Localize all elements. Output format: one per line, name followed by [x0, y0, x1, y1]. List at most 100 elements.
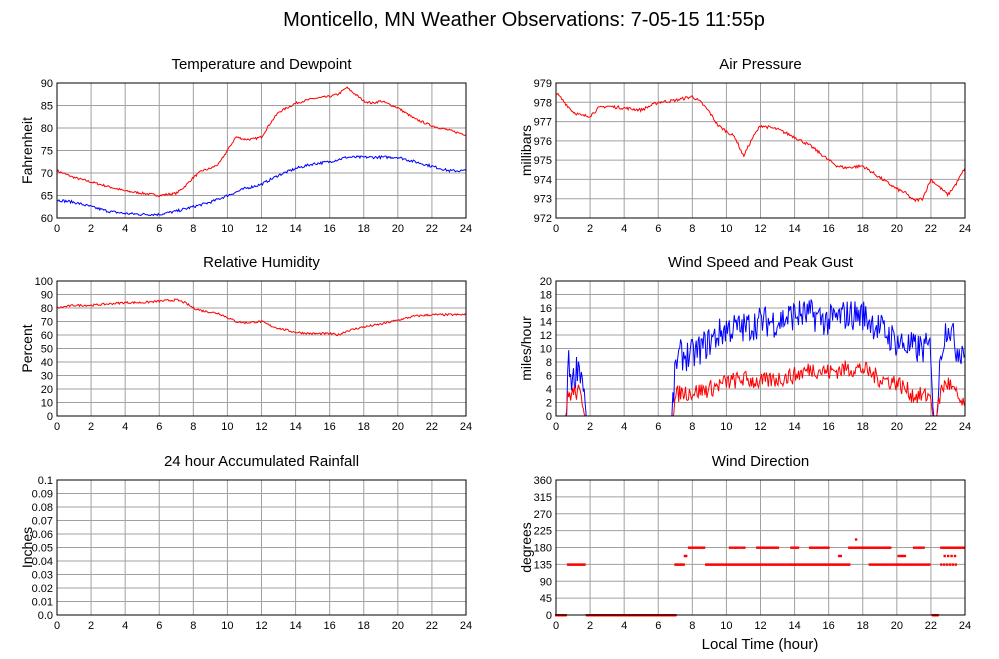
- direction-point: [941, 546, 945, 549]
- direction-point: [946, 546, 949, 549]
- direction-point: [765, 546, 768, 549]
- direction-point: [809, 563, 813, 566]
- direction-point: [882, 546, 885, 549]
- y-tick-label: 225: [534, 526, 552, 538]
- direction-point: [720, 563, 723, 566]
- y-tick-label: 18: [540, 290, 552, 302]
- x-tick-label: 2: [587, 223, 593, 235]
- direction-point: [788, 563, 791, 566]
- direction-point: [897, 563, 900, 566]
- direction-point: [705, 563, 708, 566]
- direction-point: [679, 563, 683, 566]
- direction-point: [799, 563, 802, 566]
- direction-point: [924, 563, 928, 566]
- direction-point: [880, 563, 883, 566]
- x-tick-label: 12: [754, 223, 766, 235]
- direction-point: [926, 563, 929, 566]
- direction-point: [689, 546, 693, 549]
- y-tick-label: 75: [41, 146, 53, 158]
- direction-point: [781, 563, 785, 566]
- direction-point: [678, 563, 681, 566]
- direction-point: [763, 563, 766, 566]
- direction-point: [731, 563, 734, 566]
- direction-point: [837, 554, 841, 558]
- y-tick-label: 978: [534, 97, 552, 109]
- x-tick-label: 16: [823, 223, 835, 235]
- y-tick-label: 90: [41, 290, 53, 302]
- direction-point: [811, 546, 814, 549]
- direction-point: [761, 563, 765, 566]
- x-tick-label: 6: [156, 223, 162, 235]
- direction-point: [691, 546, 695, 549]
- y-tick-label: 972: [534, 213, 552, 225]
- direction-point: [911, 563, 914, 566]
- direction-point: [835, 563, 839, 566]
- direction-point: [904, 563, 907, 566]
- direction-point: [715, 563, 719, 566]
- x-tick-label: 4: [122, 620, 128, 632]
- direction-point: [769, 563, 772, 566]
- x-tick-label: 18: [358, 421, 370, 433]
- direction-point: [687, 546, 691, 549]
- y-axis-label-wind: miles/hour: [518, 316, 534, 381]
- x-tick-label: 18: [358, 620, 370, 632]
- direction-point: [914, 563, 917, 566]
- direction-point: [712, 563, 715, 566]
- direction-point: [954, 563, 957, 566]
- direction-point: [818, 563, 821, 566]
- direction-point: [897, 554, 900, 558]
- direction-point: [569, 563, 573, 566]
- x-tick-label: 18: [857, 421, 869, 433]
- y-tick-label: 0.06: [32, 529, 53, 541]
- direction-point: [758, 563, 761, 566]
- y-tick-label: 0.0: [38, 610, 53, 622]
- direction-point: [875, 546, 878, 549]
- y-tick-label: 30: [41, 371, 53, 383]
- y-tick-label: 976: [534, 136, 552, 148]
- panel-title-rain: 24 hour Accumulated Rainfall: [164, 453, 359, 470]
- y-tick-label: 20: [540, 276, 552, 288]
- y-tick-label: 0.03: [32, 570, 53, 582]
- series-line-pressure-0: [556, 92, 966, 203]
- direction-point: [868, 546, 871, 549]
- x-tick-label: 22: [426, 620, 438, 632]
- direction-point: [566, 563, 570, 566]
- direction-point: [869, 546, 873, 549]
- direction-point: [921, 563, 924, 566]
- y-tick-label: 973: [534, 194, 552, 206]
- x-tick-label: 0: [54, 223, 60, 235]
- direction-point: [568, 563, 571, 566]
- direction-point: [801, 563, 805, 566]
- x-tick-label: 12: [754, 421, 766, 433]
- x-tick-label: 12: [754, 620, 766, 632]
- direction-point: [757, 563, 760, 566]
- y-tick-label: 979: [534, 78, 552, 90]
- direction-point: [846, 563, 850, 566]
- x-tick-label: 16: [324, 620, 336, 632]
- direction-point: [912, 563, 916, 566]
- y-axis-label-rain: Inches: [19, 527, 35, 568]
- direction-point: [902, 563, 906, 566]
- x-tick-label: 18: [857, 223, 869, 235]
- direction-point: [760, 563, 763, 566]
- direction-point: [889, 546, 892, 549]
- direction-point: [740, 546, 744, 549]
- direction-point: [830, 563, 833, 566]
- direction-point: [805, 563, 809, 566]
- direction-point: [940, 563, 943, 566]
- y-tick-label: 60: [41, 213, 53, 225]
- direction-point: [817, 546, 820, 549]
- direction-point: [873, 563, 877, 566]
- series-line-humidity-0: [56, 298, 467, 337]
- direction-point: [945, 563, 949, 566]
- direction-point: [784, 563, 788, 566]
- direction-point: [790, 546, 793, 549]
- direction-point: [723, 563, 726, 566]
- x-tick-label: 22: [426, 223, 438, 235]
- direction-point: [814, 563, 817, 566]
- direction-point: [947, 546, 951, 549]
- direction-point: [861, 546, 865, 549]
- y-tick-label: 360: [534, 475, 552, 487]
